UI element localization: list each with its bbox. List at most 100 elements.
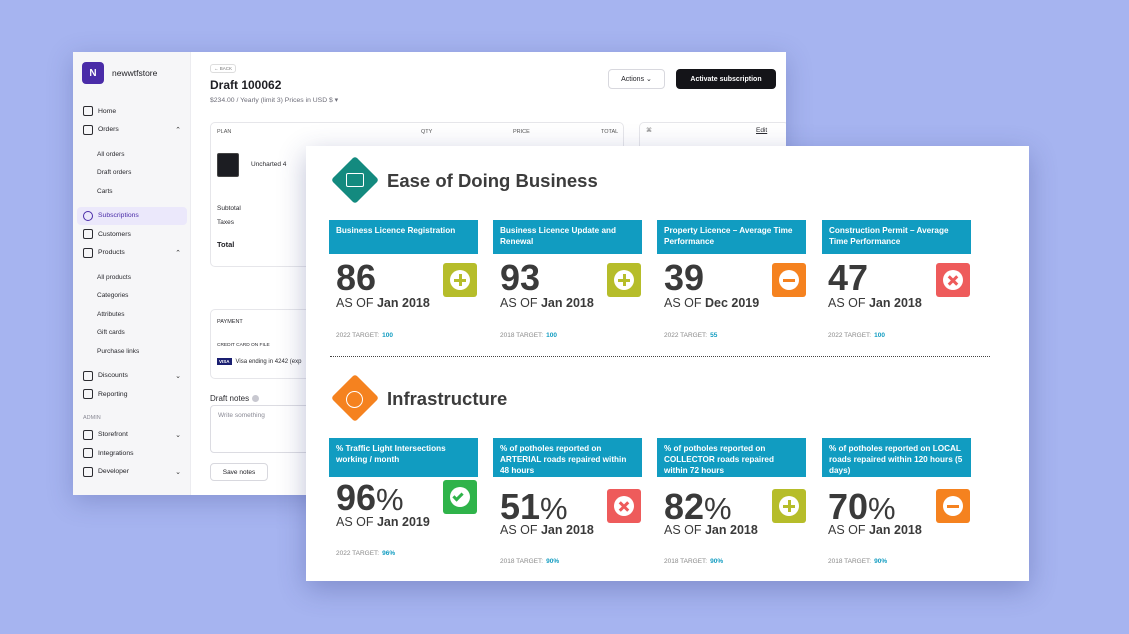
target-value: 90% [546, 558, 560, 565]
kpi-label: Construction Permit – Average Time Perfo… [822, 220, 971, 254]
sidebar-item-reporting[interactable]: Reporting [73, 385, 191, 404]
sidebar-item-storefront[interactable]: Storefront ⌄ [73, 426, 191, 445]
products-icon [83, 247, 93, 258]
total-label: Total [217, 240, 235, 249]
product-thumbnail [217, 153, 239, 177]
taxes-label: Taxes [217, 219, 234, 226]
draft-notes-input[interactable]: Write something [210, 405, 310, 453]
sidebar-item-orders[interactable]: Orders ⌃ [73, 121, 191, 140]
sidebar-nav: Home Orders ⌃ All orders Draft orders Car… [73, 102, 191, 481]
kpi-value: 96% [336, 480, 404, 516]
kpi-label: % of potholes reported on LOCAL roads re… [822, 438, 971, 477]
minus-status-icon [772, 263, 806, 297]
cross-status-icon [607, 489, 641, 523]
kpi-target: 2018 TARGET: 90% [828, 558, 887, 565]
sidebar-heading-admin: ADMIN [83, 414, 101, 421]
sidebar-item-label: Reporting [98, 390, 128, 398]
sidebar-item-developer[interactable]: Developer ⌄ [73, 463, 191, 482]
target-label: 2018 TARGET: [500, 558, 544, 565]
as-of-prefix: AS OF [828, 296, 869, 310]
as-of-date: Dec 2019 [704, 296, 760, 310]
sidebar-item-categories[interactable]: Categories [97, 292, 129, 300]
payment-heading: PAYMENT [217, 319, 243, 325]
chevron-up-icon: ⌃ [175, 126, 181, 134]
sidebar-item-customers[interactable]: Customers [73, 225, 191, 244]
sidebar-item-draft-orders[interactable]: Draft orders [97, 169, 132, 177]
save-notes-button[interactable]: Save notes [210, 463, 268, 481]
kpi-as-of: AS OF Dec 2019 [664, 296, 759, 310]
actions-button[interactable]: Actions ⌄ [608, 69, 665, 89]
customers-icon [83, 229, 93, 240]
store-logo: N [82, 62, 104, 84]
help-icon[interactable] [252, 395, 260, 403]
draft-notes-text: Draft notes [210, 394, 250, 403]
sidebar-item-purchase-links[interactable]: Purchase links [97, 347, 140, 355]
activate-subscription-button[interactable]: Activate subscription [676, 69, 776, 89]
sidebar-item-label: Storefront [98, 431, 128, 439]
sidebar-item-discounts[interactable]: Discounts ⌄ [73, 367, 191, 386]
as-of-date: Jan 2018 [376, 296, 430, 310]
kpi-target: 2022 TARGET: 100 [336, 332, 393, 339]
sidebar-item-all-products[interactable]: All products [97, 273, 131, 281]
sidebar-item-all-orders[interactable]: All orders [97, 150, 125, 158]
as-of-date: Jan 2019 [376, 515, 430, 529]
as-of-date: Jan 2018 [704, 523, 758, 537]
sidebar-item-subscriptions[interactable]: Subscriptions [77, 206, 187, 225]
store-switcher[interactable]: N newwtfstore [82, 62, 157, 84]
kpi-label: % Traffic Light Intersections working / … [329, 438, 478, 477]
target-label: 2022 TARGET: [664, 332, 708, 339]
kpi-value: 82% [664, 489, 732, 525]
kpi-as-of: AS OF Jan 2018 [828, 523, 922, 537]
back-button[interactable]: ← BACK [210, 64, 237, 73]
as-of-date: Jan 2018 [540, 296, 594, 310]
chevron-up-icon: ⌃ [175, 249, 181, 257]
kpi-target: 2022 TARGET: 100 [828, 332, 885, 339]
kpi-label: Business Licence Update and Renewal [493, 220, 642, 254]
target-value: 100 [382, 332, 393, 339]
sidebar-item-carts[interactable]: Carts [97, 187, 113, 195]
as-of-prefix: AS OF [336, 515, 377, 529]
sidebar-item-home[interactable]: Home [73, 102, 191, 121]
grid-icon [83, 448, 93, 459]
subscriptions-icon [83, 210, 93, 221]
card-text: Visa ending in 4242 (exp [235, 359, 302, 365]
target-label: 2022 TARGET: [828, 332, 872, 339]
sidebar-item-products[interactable]: Products ⌃ [73, 244, 191, 263]
as-of-date: Jan 2018 [540, 523, 594, 537]
kpi-target: 2018 TARGET: 90% [664, 558, 723, 565]
as-of-prefix: AS OF [336, 296, 377, 310]
target-value: 90% [710, 558, 724, 565]
kpi-label: % of potholes reported on ARTERIAL roads… [493, 438, 642, 477]
sidebar-item-label: Developer [98, 468, 129, 476]
kpi-as-of: AS OF Jan 2018 [500, 296, 594, 310]
sidebar-item-integrations[interactable]: Integrations [73, 444, 191, 463]
kpi-unit: % [704, 491, 732, 526]
sidebar-item-label: Customers [98, 230, 131, 238]
kpi-as-of: AS OF Jan 2018 [664, 523, 758, 537]
sidebar-item-label: Integrations [98, 449, 134, 457]
sidebar-item-label: Subscriptions [98, 212, 139, 220]
sidebar-item-attributes[interactable]: Attributes [97, 310, 125, 318]
column-header-qty: QTY [421, 129, 433, 135]
kpi-number: 96 [336, 477, 377, 518]
kpi-as-of: AS OF Jan 2019 [336, 515, 430, 529]
kpi-unit: % [868, 491, 896, 526]
kpi-label: Business Licence Registration [329, 220, 478, 254]
kpi-as-of: AS OF Jan 2018 [336, 296, 430, 310]
card-on-file[interactable]: VISA Visa ending in 4242 (exp [217, 358, 301, 365]
column-header-total: TOTAL [601, 129, 619, 135]
column-header-plan: PLAN [217, 129, 232, 135]
kpi-value: 70% [828, 489, 896, 525]
kpi-target: 2018 TARGET: 100 [500, 332, 557, 339]
sidebar-item-gift-cards[interactable]: Gift cards [97, 329, 125, 337]
kpi-unit: % [540, 491, 568, 526]
kpi-value: 86 [336, 257, 377, 298]
target-value: 100 [546, 332, 557, 339]
edit-link[interactable]: Edit [756, 127, 768, 134]
line-item-name[interactable]: Uncharted 4 [251, 161, 287, 168]
chevron-down-icon: ⌄ [175, 468, 181, 476]
page-title: Draft 100062 [210, 78, 282, 92]
target-label: 2018 TARGET: [828, 558, 872, 565]
page-subtitle: $234.00 / Yearly (limit 3) Prices in USD… [210, 97, 339, 104]
sidebar: N newwtfstore Home Orders ⌃ All orders Dr… [73, 52, 191, 495]
